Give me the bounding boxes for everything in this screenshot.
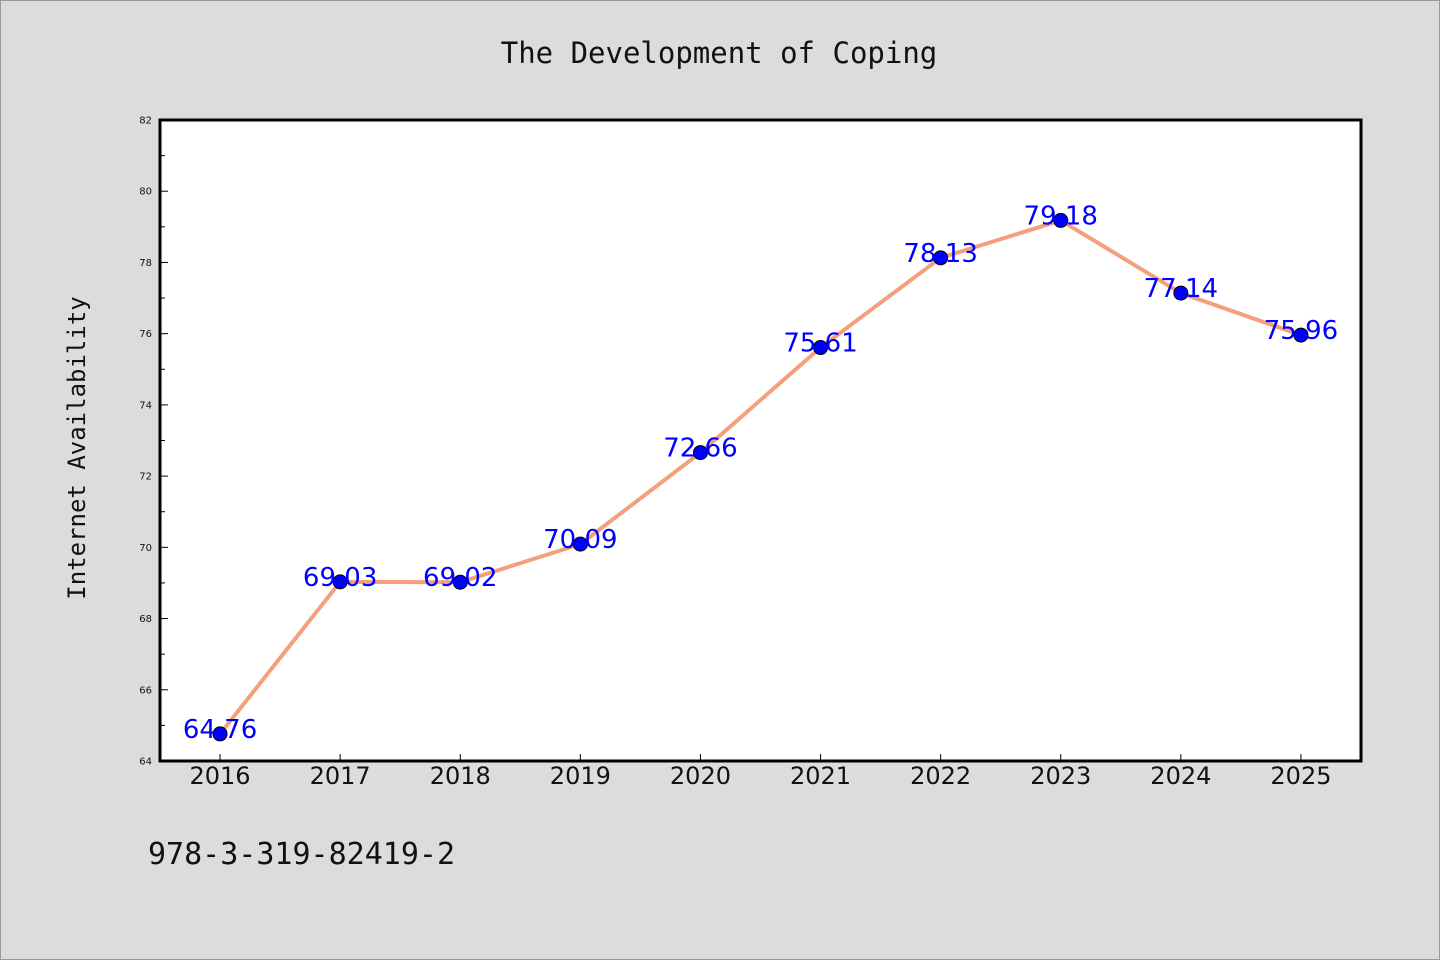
- data-point: [332, 574, 348, 590]
- data-point: [452, 574, 468, 590]
- data-point: [1053, 212, 1069, 228]
- data-point: [1293, 327, 1309, 343]
- y-tick-label: 82: [139, 116, 152, 127]
- y-tick-label: 68: [139, 614, 152, 625]
- x-tick-label: 2020: [670, 762, 731, 790]
- chart-marks: 64 66 68 70 72 74 76 78 80 82 2016 2017 2018 2019 2020…: [139, 116, 1338, 791]
- data-label: 77.14: [1144, 274, 1218, 304]
- y-tick-label: 64: [139, 757, 152, 768]
- x-tick-label: 2024: [1150, 762, 1211, 790]
- x-tick-label: 2025: [1270, 762, 1331, 790]
- y-tick-label: 74: [139, 400, 152, 411]
- series-line: [218, 218, 1303, 736]
- y-tick-label: 66: [139, 685, 152, 696]
- x-tick-label: 2017: [310, 762, 371, 790]
- x-tick-label: 2016: [190, 762, 251, 790]
- data-label: 70.09: [543, 525, 617, 555]
- y-tick-label: 76: [139, 329, 152, 340]
- x-tick-label: 2019: [550, 762, 611, 790]
- y-axis-label: Internet Availability: [63, 296, 91, 599]
- data-point: [572, 536, 588, 552]
- data-point: [1173, 285, 1189, 301]
- data-label: 69.03: [303, 563, 377, 593]
- plot-border: [158, 118, 1363, 763]
- data-point: [692, 445, 708, 461]
- data-label: 75.61: [783, 329, 857, 359]
- x-tick-label: 2022: [910, 762, 971, 790]
- data-label: 72.66: [663, 434, 737, 464]
- data-label: 78.13: [903, 239, 977, 269]
- footnote-isbn: 978-3-319-82419-2: [148, 837, 455, 872]
- y-tick-label: 72: [139, 472, 152, 483]
- y-tick-label: 80: [139, 187, 152, 198]
- x-tick-label: 2018: [430, 762, 491, 790]
- x-tick-label: 2023: [1030, 762, 1091, 790]
- data-label: 69.02: [423, 563, 497, 593]
- data-point: [212, 726, 228, 742]
- data-label: 64.76: [183, 715, 257, 745]
- x-tick-label: 2021: [790, 762, 851, 790]
- data-point: [813, 340, 829, 356]
- data-label: 75.96: [1264, 316, 1338, 346]
- y-tick-label: 70: [139, 543, 152, 554]
- y-tick-label: 78: [139, 258, 152, 269]
- plot-area: [160, 120, 1361, 761]
- data-label: 79.18: [1024, 201, 1098, 231]
- chart-title: The Development of Coping: [501, 36, 938, 70]
- data-point: [933, 250, 949, 266]
